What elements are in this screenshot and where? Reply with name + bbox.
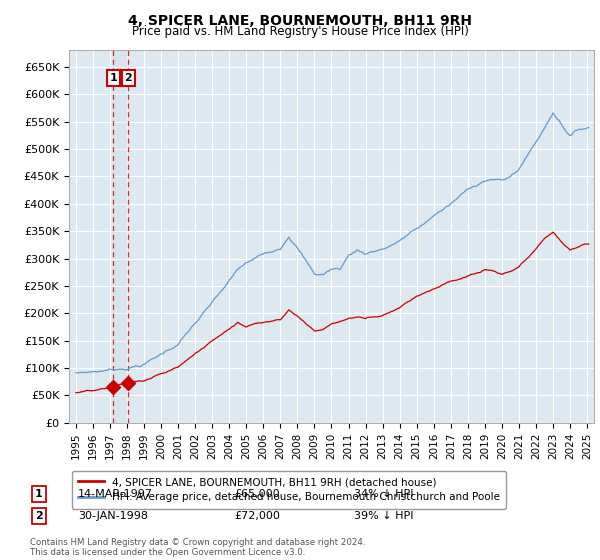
Text: 1: 1	[110, 73, 118, 83]
Text: Contains HM Land Registry data © Crown copyright and database right 2024.
This d: Contains HM Land Registry data © Crown c…	[30, 538, 365, 557]
Text: £72,000: £72,000	[234, 511, 280, 521]
Text: 4, SPICER LANE, BOURNEMOUTH, BH11 9RH: 4, SPICER LANE, BOURNEMOUTH, BH11 9RH	[128, 14, 472, 28]
Text: 1: 1	[35, 489, 43, 499]
Text: £65,000: £65,000	[234, 489, 280, 499]
Text: 2: 2	[124, 73, 132, 83]
Bar	[113, 50, 128, 423]
Legend: 4, SPICER LANE, BOURNEMOUTH, BH11 9RH (detached house), HPI: Average price, deta: 4, SPICER LANE, BOURNEMOUTH, BH11 9RH (d…	[71, 471, 506, 508]
Text: 34% ↓ HPI: 34% ↓ HPI	[354, 489, 413, 499]
Text: Price paid vs. HM Land Registry's House Price Index (HPI): Price paid vs. HM Land Registry's House …	[131, 25, 469, 38]
Text: 30-JAN-1998: 30-JAN-1998	[78, 511, 148, 521]
Text: 39% ↓ HPI: 39% ↓ HPI	[354, 511, 413, 521]
Text: 2: 2	[35, 511, 43, 521]
Text: 14-MAR-1997: 14-MAR-1997	[78, 489, 153, 499]
